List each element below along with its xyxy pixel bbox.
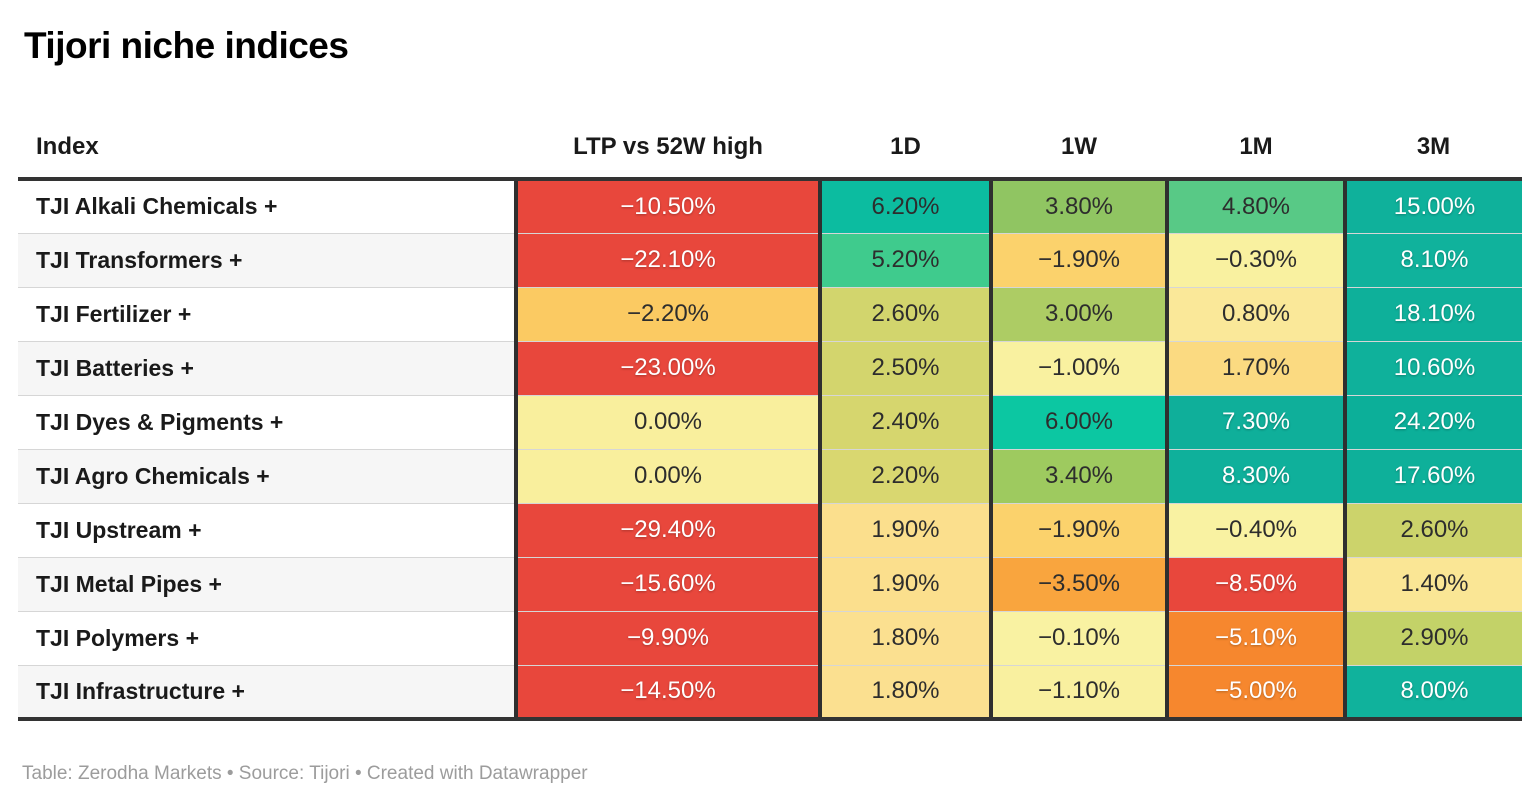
table-header-row: Index LTP vs 52W high 1D 1W 1M 3M — [18, 117, 1522, 181]
table-body: TJI Alkali Chemicals + −10.50% 6.20% 3.80% 4… — [18, 179, 1522, 721]
index-cell[interactable]: TJI Transformers + — [18, 232, 516, 287]
indices-table: Index LTP vs 52W high 1D 1W 1M 3M TJI Al… — [18, 117, 1522, 721]
index-cell[interactable]: TJI Fertilizer + — [18, 286, 516, 341]
value-cell: 10.60% — [1343, 340, 1522, 395]
column-header-index: Index — [18, 117, 516, 181]
table-row: TJI Batteries + −23.00% 2.50% −1.00% 1.70% 10… — [18, 340, 1522, 395]
value-cell: 4.80% — [1165, 179, 1345, 233]
index-cell[interactable]: TJI Upstream + — [18, 502, 516, 557]
value-cell: 1.80% — [818, 664, 991, 721]
column-header-ltp-vs-52w-high: LTP vs 52W high — [516, 117, 820, 181]
value-cell: −22.10% — [514, 232, 820, 287]
value-cell: −14.50% — [514, 664, 820, 721]
table-row: TJI Dyes & Pigments +0.00% 2.40% 6.00% 7.30… — [18, 394, 1522, 449]
column-header-3m: 3M — [1345, 117, 1522, 181]
column-header-1m: 1M — [1167, 117, 1345, 181]
table-row: TJI Infrastructure + −14.50% 1.80% −1.10% −5… — [18, 664, 1522, 721]
index-cell[interactable]: TJI Polymers + — [18, 610, 516, 665]
value-cell: −29.40% — [514, 502, 820, 557]
value-cell: −5.00% — [1165, 664, 1345, 721]
value-cell: −0.10% — [989, 610, 1167, 665]
value-cell: 6.20% — [818, 179, 991, 233]
value-cell: 2.90% — [1343, 610, 1522, 665]
value-cell: −1.00% — [989, 340, 1167, 395]
index-cell[interactable]: TJI Infrastructure + — [18, 664, 516, 721]
value-cell: 1.40% — [1343, 556, 1522, 611]
column-header-1d: 1D — [820, 117, 991, 181]
table-row: TJI Polymers + −9.90% 1.80% −0.10% −5.10% 2.9… — [18, 610, 1522, 665]
value-cell: 18.10% — [1343, 286, 1522, 341]
value-cell: 2.60% — [1343, 502, 1522, 557]
value-cell: 3.00% — [989, 286, 1167, 341]
value-cell: −2.20% — [514, 286, 820, 341]
value-cell: 0.00% — [514, 448, 820, 503]
value-cell: 3.40% — [989, 448, 1167, 503]
value-cell: −1.90% — [989, 502, 1167, 557]
value-cell: 15.00% — [1343, 179, 1522, 233]
value-cell: −5.10% — [1165, 610, 1345, 665]
table-header: Index LTP vs 52W high 1D 1W 1M 3M — [18, 117, 1522, 181]
value-cell: −0.40% — [1165, 502, 1345, 557]
value-cell: 6.00% — [989, 394, 1167, 449]
value-cell: 1.80% — [818, 610, 991, 665]
attribution-footer: Table: Zerodha Markets • Source: Tijori … — [22, 763, 588, 784]
index-cell[interactable]: TJI Metal Pipes + — [18, 556, 516, 611]
value-cell: −0.30% — [1165, 232, 1345, 287]
value-cell: 24.20% — [1343, 394, 1522, 449]
table-row: TJI Agro Chemicals +0.00% 2.20% 3.40% 8.30%… — [18, 448, 1522, 503]
value-cell: −10.50% — [514, 179, 820, 233]
value-cell: 0.00% — [514, 394, 820, 449]
table-row: TJI Metal Pipes + −15.60% 1.90% −3.50% −8.50… — [18, 556, 1522, 611]
value-cell: −23.00% — [514, 340, 820, 395]
value-cell: 8.30% — [1165, 448, 1345, 503]
value-cell: 5.20% — [818, 232, 991, 287]
value-cell: −8.50% — [1165, 556, 1345, 611]
value-cell: 8.10% — [1343, 232, 1522, 287]
value-cell: 7.30% — [1165, 394, 1345, 449]
value-cell: 2.20% — [818, 448, 991, 503]
index-cell[interactable]: TJI Alkali Chemicals + — [18, 179, 516, 233]
value-cell: 1.90% — [818, 502, 991, 557]
column-header-1w: 1W — [991, 117, 1167, 181]
table-row: TJI Upstream + −29.40% 1.90% −1.90% −0.40% 2.… — [18, 502, 1522, 557]
page-title: Tijori niche indices — [24, 25, 349, 66]
value-cell: 2.50% — [818, 340, 991, 395]
table-row: TJI Fertilizer + −2.20% 2.60% 3.00% 0.80% 18.… — [18, 286, 1522, 341]
value-cell: 1.90% — [818, 556, 991, 611]
table-row: TJI Alkali Chemicals + −10.50% 6.20% 3.80% 4… — [18, 179, 1522, 233]
value-cell: 2.60% — [818, 286, 991, 341]
value-cell: 1.70% — [1165, 340, 1345, 395]
index-cell[interactable]: TJI Batteries + — [18, 340, 516, 395]
value-cell: 8.00% — [1343, 664, 1522, 721]
value-cell: −1.10% — [989, 664, 1167, 721]
value-cell: 2.40% — [818, 394, 991, 449]
value-cell: −3.50% — [989, 556, 1167, 611]
value-cell: 3.80% — [989, 179, 1167, 233]
table-row: TJI Transformers + −22.10% 5.20% −1.90% −0.3… — [18, 232, 1522, 287]
value-cell: −15.60% — [514, 556, 820, 611]
value-cell: 17.60% — [1343, 448, 1522, 503]
value-cell: −1.90% — [989, 232, 1167, 287]
value-cell: 0.80% — [1165, 286, 1345, 341]
value-cell: −9.90% — [514, 610, 820, 665]
index-cell[interactable]: TJI Dyes & Pigments + — [18, 394, 516, 449]
index-cell[interactable]: TJI Agro Chemicals + — [18, 448, 516, 503]
